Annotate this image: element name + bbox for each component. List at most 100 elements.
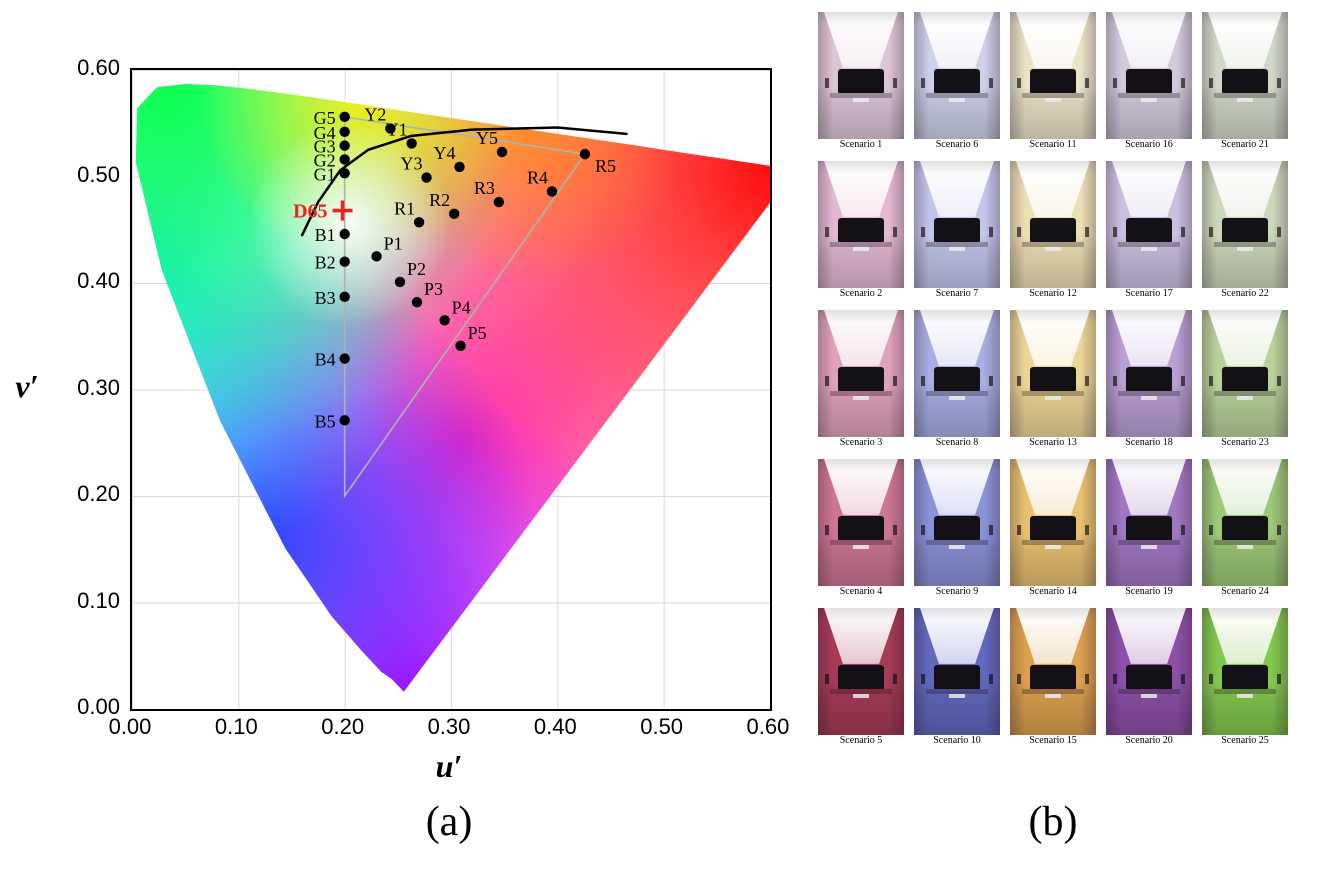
- subfigure-caption-b: (b): [1028, 799, 1078, 845]
- right-speaker: [893, 525, 898, 536]
- right-speaker: [893, 674, 898, 685]
- scenario-label: Scenario 9: [935, 586, 979, 597]
- scenario-label: Scenario 5: [839, 735, 883, 746]
- left-speaker: [824, 674, 829, 685]
- scenario-photo: [914, 459, 1000, 586]
- scenario-label: Scenario 8: [935, 437, 979, 448]
- left-speaker: [1208, 227, 1213, 238]
- room-shading: [1202, 12, 1288, 139]
- room-shading: [914, 161, 1000, 288]
- right-speaker: [1181, 227, 1186, 238]
- y-axis-label: v′: [15, 368, 39, 404]
- scenario-photo: [1202, 12, 1288, 139]
- chart-point-label: P5: [468, 323, 487, 343]
- chart-point-P3: [411, 296, 423, 308]
- table-placard: [1237, 545, 1253, 549]
- right-speaker: [1277, 674, 1282, 685]
- y-tick-label: 0.60: [77, 55, 120, 80]
- room-shading: [1010, 459, 1096, 586]
- left-speaker: [1016, 227, 1021, 238]
- tv-screen: [1125, 69, 1173, 94]
- chart-point-label: R4: [527, 167, 548, 187]
- chart-point-G4: [339, 126, 350, 137]
- left-speaker: [920, 78, 925, 89]
- scenario-cell: Scenario 5: [818, 608, 904, 749]
- room-shading: [1010, 161, 1096, 288]
- scenario-photo: [1010, 459, 1096, 586]
- chart-point-label: Y2: [364, 105, 386, 125]
- table-placard: [949, 545, 965, 549]
- chart-point-label: R2: [429, 190, 450, 210]
- right-speaker: [1085, 525, 1090, 536]
- chart-point-B3: [339, 291, 350, 303]
- table-placard: [853, 396, 869, 400]
- left-speaker: [920, 376, 925, 387]
- chart-point-B2: [339, 256, 350, 267]
- chart-point-Y3: [421, 172, 432, 183]
- left-speaker: [1016, 78, 1021, 89]
- table-placard: [949, 247, 965, 251]
- y-tick-label: 0.00: [77, 694, 120, 719]
- right-speaker: [1085, 674, 1090, 685]
- right-speaker: [1277, 78, 1282, 89]
- scenario-label: Scenario 4: [839, 586, 883, 597]
- tv-screen: [837, 516, 885, 541]
- right-speaker: [893, 78, 898, 89]
- table: [926, 688, 988, 694]
- tv-screen: [1029, 665, 1077, 690]
- room-shading: [1106, 12, 1192, 139]
- scenario-photo: [914, 310, 1000, 437]
- table: [1214, 390, 1276, 396]
- right-speaker: [1085, 376, 1090, 387]
- tv-screen: [1221, 516, 1269, 541]
- scenario-photo: [1106, 310, 1192, 437]
- chart-point-R3: [493, 196, 505, 208]
- table: [926, 92, 988, 98]
- left-speaker: [920, 674, 925, 685]
- scenario-photo: [914, 12, 1000, 139]
- table: [830, 241, 892, 247]
- table-placard: [1141, 247, 1157, 251]
- left-speaker: [920, 227, 925, 238]
- tv-screen: [1125, 665, 1173, 690]
- chart-point-label: B4: [315, 350, 336, 370]
- right-speaker: [1277, 227, 1282, 238]
- table-placard: [1141, 545, 1157, 549]
- scenario-photo: [1202, 608, 1288, 735]
- chromaticity-plot-area: G1 G2 G3 G4 G5 Y1 Y2 Y3 Y4 Y5 R1 R2 R3 R4 R5 B1 B2 B3 B4 B5…: [130, 68, 772, 711]
- scenario-cell: Scenario 4: [818, 459, 904, 600]
- scenario-label: Scenario 19: [1125, 586, 1173, 597]
- table: [1118, 92, 1180, 98]
- scenario-cell: Scenario 17: [1106, 161, 1192, 302]
- table-placard: [853, 545, 869, 549]
- table-placard: [1141, 694, 1157, 698]
- x-tick-label: 0.10: [214, 714, 258, 739]
- scenario-cell: Scenario 18: [1106, 310, 1192, 451]
- chart-point-label: G3: [314, 137, 336, 157]
- scenario-label: Scenario 13: [1029, 437, 1077, 448]
- x-tick-label: 0.50: [640, 714, 684, 739]
- scenario-cell: Scenario 11: [1010, 12, 1096, 153]
- y-axis-tick-labels: 0.60 0.50 0.40 0.30 0.20 0.10 0.00: [48, 55, 120, 720]
- room-shading: [914, 459, 1000, 586]
- right-speaker: [989, 376, 994, 387]
- scenario-photo: [1106, 161, 1192, 288]
- table-placard: [1237, 247, 1253, 251]
- scenario-label: Scenario 10: [933, 735, 981, 746]
- right-speaker: [1085, 227, 1090, 238]
- scenario-cell: Scenario 21: [1202, 12, 1288, 153]
- chart-point-P4: [439, 315, 450, 326]
- room-shading: [818, 608, 904, 735]
- scenario-label: Scenario 17: [1125, 288, 1173, 299]
- chart-point-label: R1: [394, 198, 415, 218]
- table: [830, 688, 892, 694]
- chart-point-label: P2: [407, 259, 426, 279]
- scenario-cell: Scenario 24: [1202, 459, 1288, 600]
- chart-point-label: G5: [314, 108, 336, 128]
- y-tick-label: 0.30: [77, 374, 120, 400]
- cct-locus-curve: [300, 126, 628, 237]
- table: [1022, 539, 1084, 545]
- room-shading: [1202, 310, 1288, 437]
- left-speaker: [824, 376, 829, 387]
- chart-point-label: R3: [474, 178, 495, 198]
